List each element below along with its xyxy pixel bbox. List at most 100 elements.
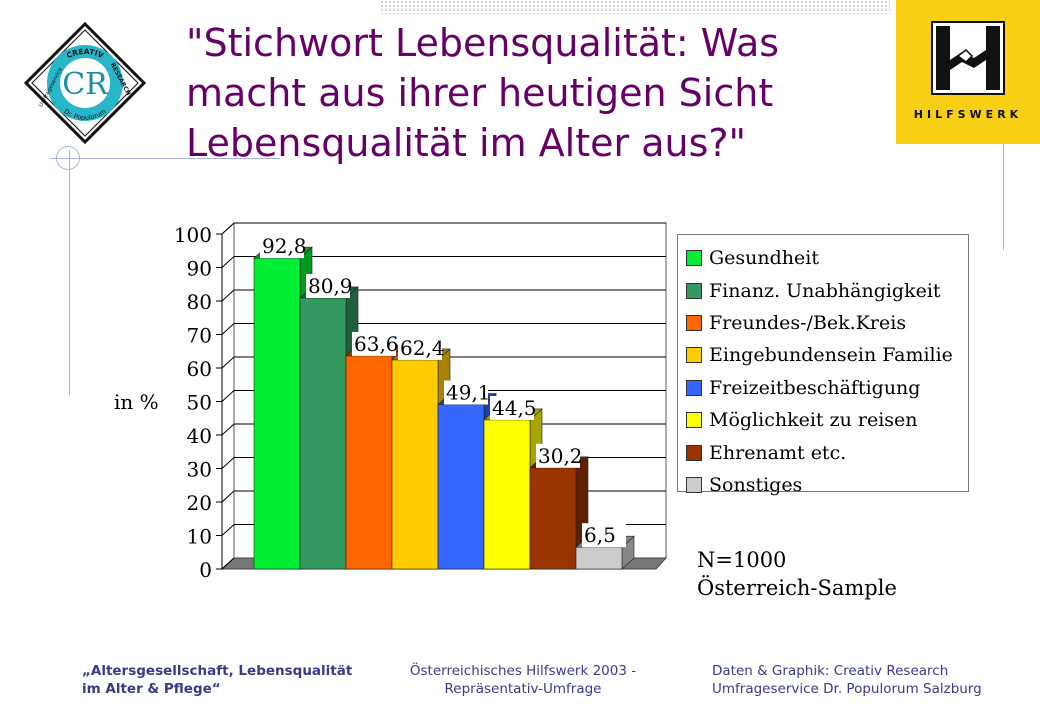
- data-label-4: 62,4: [398, 335, 445, 360]
- gridline-side: [221, 457, 235, 469]
- decorative-line-vertical: [69, 150, 70, 395]
- hilfswerk-h-icon: [931, 21, 1005, 95]
- decorative-line-right: [1003, 140, 1004, 250]
- gridline-side: [221, 524, 235, 536]
- legend-label: Freundes-/Bek.Kreis: [709, 311, 907, 334]
- sample-region: Österreich-Sample: [697, 576, 897, 600]
- y-axis-label: in %: [114, 390, 159, 414]
- data-label-8: 6,5: [582, 523, 626, 548]
- gridline-side: [221, 390, 235, 402]
- legend-item: Finanz. Unabhängigkeit: [686, 274, 968, 306]
- legend-swatch: [686, 476, 702, 493]
- legend-swatch: [686, 347, 702, 364]
- data-label-text: 44,5: [492, 396, 537, 420]
- data-label-text: 62,4: [400, 336, 445, 360]
- bar-front: [345, 355, 393, 570]
- legend-label: Ehrenamt etc.: [709, 441, 847, 464]
- creativ-research-logo: CREATIV Dr. Populorum Umfrageservice RES…: [24, 22, 146, 144]
- chart-data-labels: 92,880,9 63,6 62,449,144,530,2 6,5: [260, 234, 626, 548]
- footer-mid-line2: Repräsentativ-Umfrage: [444, 681, 602, 697]
- y-tick-label: 10: [187, 525, 212, 549]
- legend-item: Sonstiges: [686, 469, 968, 501]
- data-label-bg: [260, 234, 304, 259]
- y-tick-label: 80: [187, 290, 212, 314]
- data-label-text: 92,8: [262, 234, 307, 258]
- legend-swatch: [686, 444, 702, 461]
- y-tick-label: 60: [187, 357, 212, 381]
- gridline-side: [221, 557, 235, 570]
- footer-right-line2: Umfrageservice Dr. Populorum Salzburg: [712, 681, 982, 697]
- gridline-side: [221, 356, 235, 369]
- decorative-ring: [56, 146, 80, 170]
- chart-legend: Gesundheit Finanz. Unabhängigkeit Freundes…: [677, 234, 969, 496]
- gridline-side: [221, 423, 235, 436]
- gridline-side: [221, 490, 235, 503]
- legend-item: Gesundheit: [686, 242, 968, 274]
- data-label-6: 44,5: [490, 395, 537, 420]
- legend-label: Freizeitbeschäftigung: [709, 376, 921, 399]
- footer-left-line1: „Altersgesellschaft, Lebensqualität: [82, 663, 353, 679]
- decorative-line: [50, 158, 280, 159]
- data-label-5: 49,1: [444, 380, 491, 405]
- hilfswerk-wordmark: HILFSWERK: [913, 108, 1023, 121]
- bar-front: [437, 404, 485, 570]
- bar-front: [299, 297, 347, 570]
- legend-label: Eingebundensein Familie: [709, 344, 953, 367]
- data-label-bg: [306, 273, 350, 298]
- data-label-2: 80,9: [306, 273, 353, 298]
- footer-left-line2: im Alter & Pflege“: [82, 681, 221, 697]
- y-tick-label: 70: [187, 324, 212, 348]
- bar-front: [529, 467, 577, 570]
- chart-y-axis: 0 10 20 30 40 50 60 70 80 90 100: [174, 223, 223, 582]
- data-label-bg: [352, 331, 396, 356]
- footer-middle: Österreichisches Hilfswerk 2003 - Repräs…: [398, 662, 648, 698]
- y-tick-label: 50: [187, 391, 212, 415]
- decorative-dot-bar: [380, 0, 890, 14]
- bar-front: [575, 546, 623, 570]
- legend-item: Eingebundensein Familie: [686, 339, 968, 371]
- hilfswerk-logo: HILFSWERK: [896, 0, 1040, 144]
- slide-title: "Stichwort Lebensqualität: Was macht aus…: [186, 21, 780, 165]
- data-label-text: 30,2: [538, 444, 583, 468]
- data-label-text: 6,5: [584, 523, 616, 547]
- data-label-bg: [582, 523, 626, 548]
- data-label-bg: [490, 395, 534, 420]
- legend-label: Gesundheit: [709, 247, 820, 270]
- y-tick-label: 20: [187, 491, 212, 515]
- legend-swatch: [686, 250, 702, 267]
- legend-item: Ehrenamt etc.: [686, 436, 968, 468]
- footer-left: „Altersgesellschaft, Lebensqualität im A…: [82, 662, 352, 698]
- footer-right-line1: Daten & Graphik: Creativ Research: [712, 663, 949, 679]
- legend-item: Möglichkeit zu reisen: [686, 404, 968, 436]
- gridline-side: [221, 323, 235, 335]
- legend-label: Finanz. Unabhängigkeit: [709, 279, 941, 302]
- legend-swatch: [686, 412, 702, 429]
- data-label-text: 63,6: [354, 332, 399, 356]
- data-label-text: 80,9: [308, 274, 353, 298]
- legend-swatch: [686, 314, 702, 331]
- gridline-side: [221, 222, 235, 235]
- data-label-text: 49,1: [446, 381, 491, 405]
- y-tick-label: 0: [199, 558, 212, 582]
- data-label-1: 92,8: [260, 234, 307, 259]
- legend-swatch: [686, 379, 702, 396]
- footer-right: Daten & Graphik: Creativ Research Umfrag…: [712, 662, 982, 698]
- legend-item: Freundes-/Bek.Kreis: [686, 307, 968, 339]
- gridline-side: [221, 289, 235, 302]
- sample-size: N=1000: [697, 548, 787, 572]
- y-tick-label: 30: [187, 458, 212, 482]
- y-tick-label: 100: [174, 223, 212, 247]
- y-tick-label: 90: [187, 257, 212, 281]
- data-label-bg: [536, 443, 580, 468]
- data-label-bg: [398, 335, 442, 360]
- data-label-bg: [444, 380, 488, 405]
- footer-mid-line1: Österreichisches Hilfswerk 2003 -: [409, 663, 637, 679]
- gridline-side: [221, 256, 235, 268]
- y-tick-label: 40: [187, 424, 212, 448]
- data-label-3: 63,6: [352, 331, 399, 356]
- legend-swatch: [686, 282, 702, 299]
- bar-front: [391, 359, 439, 570]
- legend-item: Freizeitbeschäftigung: [686, 372, 968, 404]
- legend-label: Möglichkeit zu reisen: [709, 409, 918, 432]
